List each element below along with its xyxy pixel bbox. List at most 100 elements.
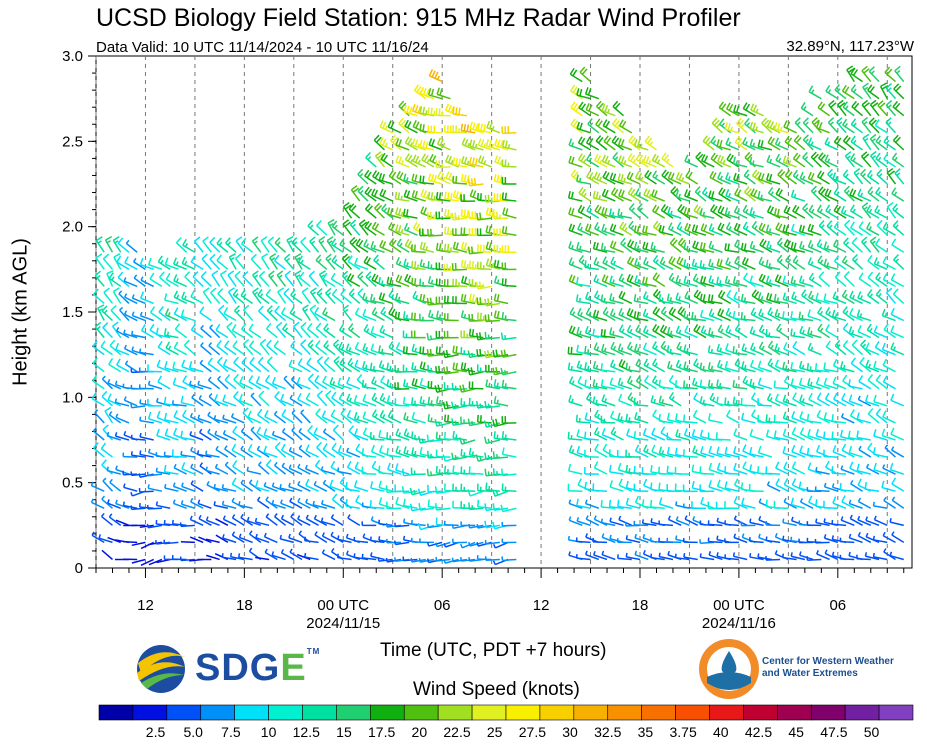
barb-flag [652,170,658,178]
wind-barb [643,358,657,373]
barb-flag [427,191,431,199]
barb-flag [596,206,602,213]
wind-barb [371,392,385,407]
wind-barb [476,228,492,237]
wind-barb [291,409,303,424]
barb-flag [202,236,209,242]
barb-flag [628,135,634,142]
barb-flag [373,189,379,197]
wind-barb [325,253,336,270]
barb-staff [198,398,212,407]
barb-flag [568,138,573,146]
barb-flag [617,499,620,507]
barb-flag [316,441,323,448]
barb-staff [274,464,287,475]
barb-staff [485,558,500,561]
barb-flag [307,373,314,380]
barb-flag [576,344,580,352]
barb-flag [412,120,417,127]
wind-barb [202,236,212,253]
barb-flag [458,437,463,445]
barb-staff [256,432,270,441]
barb-flag [593,274,598,282]
barb-staff [405,142,418,151]
barb-staff [297,518,311,527]
wind-barb [426,468,443,477]
barb-half-flag [339,496,344,501]
barb-half-flag [109,478,113,483]
barb-staff [133,261,146,270]
barb-flag [426,332,430,341]
barb-flag [387,222,393,229]
wind-barb [443,366,459,375]
barb-half-flag [189,412,194,418]
barb-half-flag [636,347,640,352]
wind-barb [419,313,434,322]
barb-half-flag [409,141,414,147]
barb-half-flag [595,399,598,404]
barb-staff [238,504,253,509]
barb-flag [669,237,676,244]
barb-staff [131,473,146,477]
barb-staff [157,381,171,390]
barb-half-flag [123,396,127,401]
wind-barb [205,466,220,475]
wind-barb [501,556,517,562]
barb-half-flag [603,297,606,303]
wind-barb [140,276,155,288]
wind-barb [579,66,592,83]
wind-barb [395,445,410,458]
barb-flag [435,465,438,474]
wind-barb [190,480,204,492]
wind-barb [199,306,212,322]
barb-flag [468,293,472,301]
wind-barb [180,430,196,441]
barb-staff [420,195,435,202]
barb-staff [338,451,352,458]
barb-staff [314,312,328,322]
wind-barb [443,313,459,322]
wind-barb [458,437,476,445]
wind-barb [97,304,105,321]
barb-flag [497,156,501,164]
barb-staff [164,471,179,475]
barb-half-flag [103,309,108,314]
barb-flag [156,359,161,367]
barb-staff [131,349,146,356]
wind-barb [467,246,484,255]
wind-barb [593,461,608,475]
barb-staff [420,524,435,531]
barb-staff [181,315,196,322]
wind-barb [276,270,287,287]
wind-barb [240,479,254,492]
barb-staff [642,522,657,527]
wind-barb [577,153,591,168]
barb-flag [668,374,674,382]
barb-flag [464,138,469,146]
wind-barb [225,237,237,253]
wind-barb [476,523,492,529]
barb-flag [419,396,423,404]
wind-barb [576,276,591,288]
barb-flag [163,396,167,404]
barb-staff [248,329,262,339]
wind-barb [371,307,385,322]
barb-flag [370,481,374,489]
wind-barb [173,274,187,288]
wind-barb [633,241,649,253]
wind-barb [379,120,394,134]
barb-flag [398,275,403,283]
wind-barb [230,413,245,424]
barb-flag [609,308,614,316]
barb-flag [458,191,462,199]
wind-barb [477,155,492,168]
wind-barb [419,139,435,151]
wind-barb [451,262,467,271]
barb-half-flag [385,557,388,563]
wind-barb [371,221,385,236]
wind-barb [452,362,468,373]
barb-flag [181,359,186,367]
x-tick-label: 06 [434,597,451,614]
barb-half-flag [607,159,611,165]
wind-barb [642,342,657,356]
